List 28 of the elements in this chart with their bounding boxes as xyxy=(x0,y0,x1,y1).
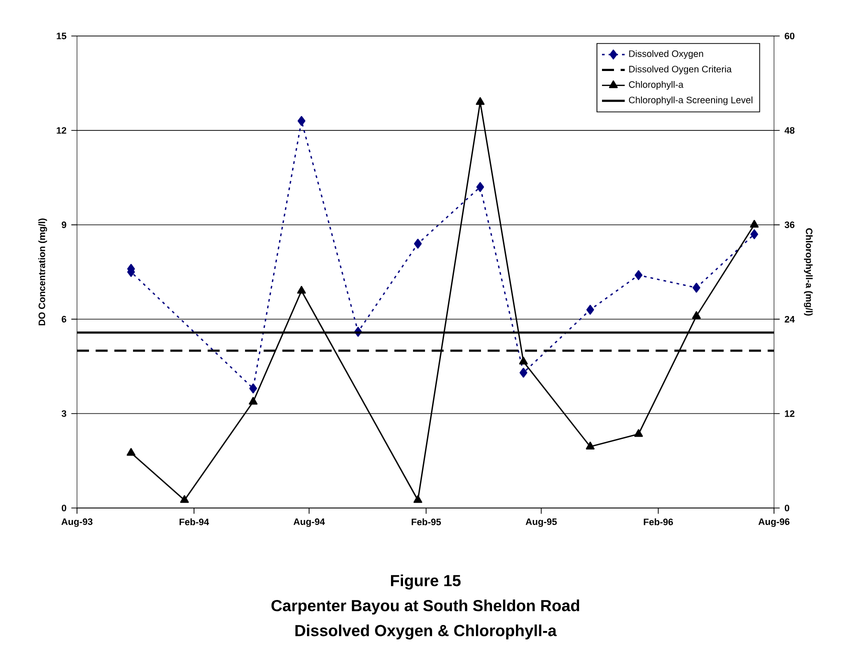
y-tick-label: 15 xyxy=(56,32,66,40)
legend-label: Dissolved Oygen Criteria xyxy=(629,66,732,74)
x-tick-label: Aug-94 xyxy=(294,518,325,527)
y-axis-title: DO Concentration (mg/l) xyxy=(38,218,48,326)
text: Dissolved Oxygen & Chlorophyll-a xyxy=(295,624,557,640)
x-tick-label: Aug-93 xyxy=(61,518,92,527)
y-tick-label: 0 xyxy=(62,504,66,512)
y2-tick-label: 24 xyxy=(784,316,795,322)
y2-tick-label: 0 xyxy=(784,504,790,512)
y-tick-label: 3 xyxy=(62,410,66,417)
y2-tick-label: 12 xyxy=(785,410,794,417)
x-tick-label: Aug-96 xyxy=(758,518,790,527)
x-tick-label: Feb-96 xyxy=(644,518,673,526)
x-tick-label: Aug-95 xyxy=(526,518,557,527)
y2-axis-title: Chlorophyll-a (mg/l) xyxy=(804,228,813,316)
x-tick-label: Feb-94 xyxy=(180,518,210,526)
legend-label: Dissolved Oxygen xyxy=(629,50,704,59)
x-tick-label: Feb-95 xyxy=(412,518,441,526)
legend-label: Chlorophyll-a xyxy=(628,81,684,90)
legend-label: Chlorophyll-a Screening Level xyxy=(628,96,752,106)
y-tick-label: 9 xyxy=(62,222,66,228)
y-tick-label: 6 xyxy=(62,316,66,322)
text: Carpenter Bayou at South Sheldon Road xyxy=(271,600,580,614)
text: Figure 15 xyxy=(391,574,461,590)
y-tick-label: 12 xyxy=(56,127,66,134)
y2-tick-label: 60 xyxy=(784,32,794,40)
y2-tick-label: 48 xyxy=(784,127,794,134)
y2-tick-label: 36 xyxy=(784,222,794,228)
